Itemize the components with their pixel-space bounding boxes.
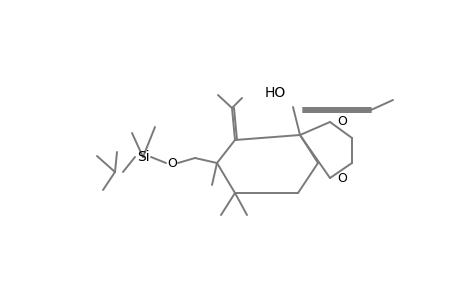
Text: O: O bbox=[336, 172, 346, 185]
Text: HO: HO bbox=[264, 86, 285, 100]
Text: Si: Si bbox=[136, 150, 149, 164]
Text: O: O bbox=[336, 115, 346, 128]
Text: O: O bbox=[167, 157, 177, 169]
